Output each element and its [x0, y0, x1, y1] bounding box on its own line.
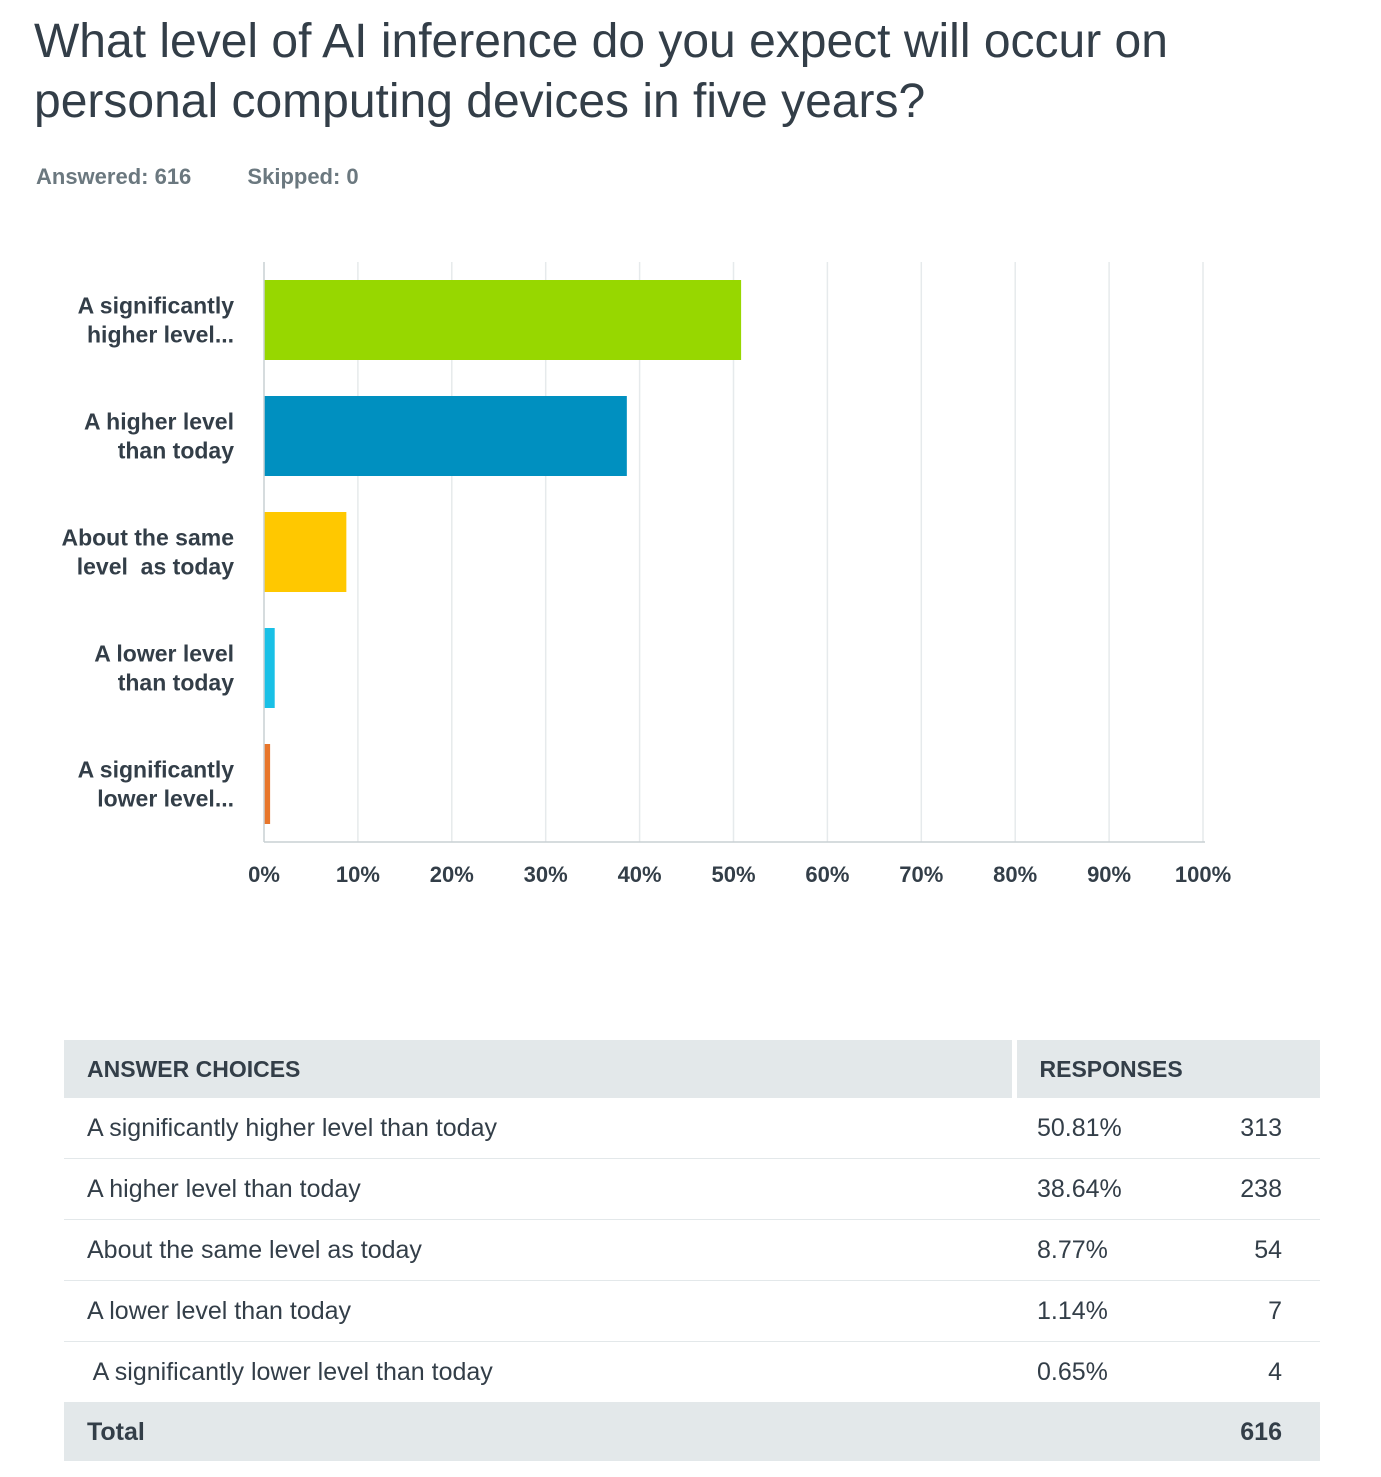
row-choice: A significantly lower level than today: [64, 1341, 1014, 1403]
row-percent: 1.14%: [1014, 1280, 1190, 1342]
category-label: A significantly higher level...: [78, 293, 235, 348]
x-tick-label: 40%: [618, 862, 662, 887]
x-tick-label: 60%: [805, 862, 849, 887]
bar: [264, 512, 347, 592]
row-percent: 38.64%: [1014, 1158, 1190, 1220]
bar: [264, 280, 742, 360]
row-percent: 0.65%: [1014, 1341, 1190, 1403]
category-label: A higher level than today: [84, 409, 234, 464]
question-title: What level of AI inference do you expect…: [34, 15, 1168, 128]
row-percent: 50.81%: [1014, 1098, 1190, 1159]
bars: [264, 280, 742, 824]
row-choice: A significantly higher level than today: [64, 1098, 1014, 1159]
x-tick-label: 20%: [430, 862, 474, 887]
bar: [264, 396, 627, 476]
row-count: 238: [1189, 1158, 1320, 1220]
bar: [264, 628, 275, 708]
answered-count: Answered: 616: [36, 164, 192, 189]
row-count: 54: [1189, 1219, 1320, 1281]
total-label: Total: [64, 1402, 1014, 1461]
x-tick-label: 100%: [1175, 862, 1231, 887]
row-count: 4: [1189, 1341, 1320, 1403]
x-tick-label: 10%: [336, 862, 380, 887]
category-label: A significantly lower level...: [78, 757, 235, 812]
table-row: A higher level than today 38.64% 238: [64, 1158, 1320, 1220]
table-row: About the same level as today 8.77% 54: [64, 1219, 1320, 1281]
total-percent-empty: [1014, 1402, 1190, 1461]
category-label: A lower level than today: [94, 641, 234, 696]
category-label: About the same level as today: [61, 525, 234, 580]
header-responses: RESPONSES: [1014, 1040, 1320, 1098]
axes: [263, 262, 1205, 843]
x-tick-label: 30%: [524, 862, 568, 887]
bar-chart: A significantly higher level... A higher l…: [61, 262, 1231, 887]
x-tick-label: 90%: [1087, 862, 1131, 887]
row-choice: A higher level than today: [64, 1158, 1014, 1220]
responses-table: ANSWER CHOICES RESPONSES A significantly…: [64, 1040, 1320, 1461]
x-tick-labels: 0% 10% 20% 30% 40% 50% 60% 70% 80% 90% 100%: [248, 862, 1231, 887]
table-row: A significantly lower level than today 0…: [64, 1341, 1320, 1403]
total-row: Total 616: [64, 1402, 1320, 1461]
table-header-row: ANSWER CHOICES RESPONSES: [64, 1040, 1320, 1098]
row-choice: A lower level than today: [64, 1280, 1014, 1342]
table-row: A significantly higher level than today …: [64, 1098, 1320, 1159]
row-count: 7: [1189, 1280, 1320, 1342]
x-tick-label: 70%: [899, 862, 943, 887]
x-tick-label: 80%: [993, 862, 1037, 887]
row-choice: About the same level as today: [64, 1219, 1014, 1281]
table-row: A lower level than today 1.14% 7: [64, 1280, 1320, 1342]
row-percent: 8.77%: [1014, 1219, 1190, 1281]
header-answer-choices: ANSWER CHOICES: [64, 1040, 1017, 1098]
row-count: 313: [1189, 1098, 1320, 1159]
skipped-count: Skipped: 0: [247, 164, 359, 189]
bar: [264, 744, 271, 824]
x-tick-label: 0%: [248, 862, 280, 887]
x-tick-label: 50%: [711, 862, 755, 887]
total-count: 616: [1189, 1402, 1320, 1461]
category-labels: A significantly higher level... A higher l…: [61, 293, 234, 812]
response-stats: Answered: 616 Skipped: 0: [36, 164, 359, 190]
